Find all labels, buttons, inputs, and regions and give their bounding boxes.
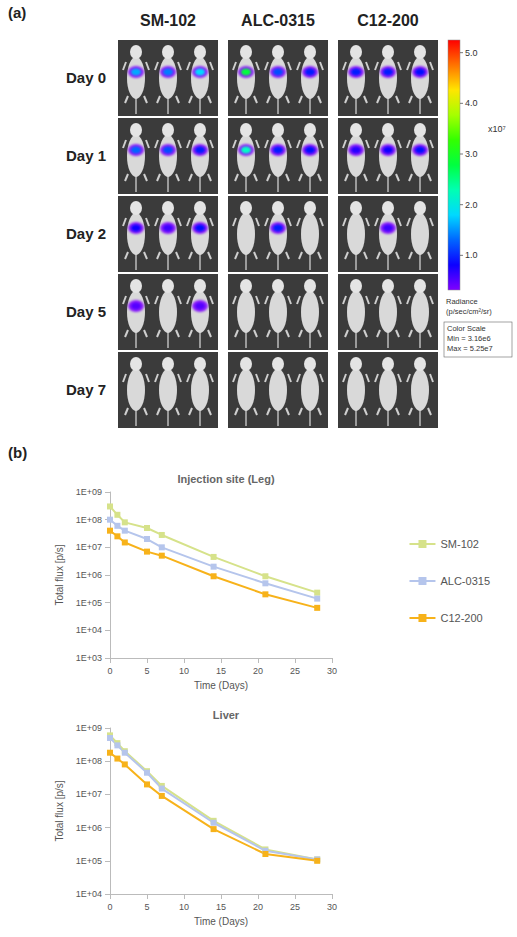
svg-text:x10⁷: x10⁷ (488, 124, 506, 134)
svg-text:1E+07: 1E+07 (76, 542, 102, 552)
svg-text:5: 5 (144, 902, 149, 912)
svg-text:1E+09: 1E+09 (76, 723, 102, 733)
svg-text:1E+05: 1E+05 (76, 856, 102, 866)
svg-text:1.0: 1.0 (465, 250, 478, 260)
svg-text:30: 30 (327, 666, 337, 676)
svg-text:Total flux [p/s]: Total flux [p/s] (54, 544, 65, 605)
svg-text:5: 5 (144, 666, 149, 676)
svg-text:Total flux [p/s]: Total flux [p/s] (54, 780, 65, 841)
svg-text:Day 1: Day 1 (66, 147, 106, 164)
svg-text:Day 5: Day 5 (66, 303, 106, 320)
svg-text:3.0: 3.0 (465, 149, 478, 159)
svg-text:Time (Days): Time (Days) (194, 680, 248, 691)
svg-text:Liver: Liver (213, 709, 240, 721)
svg-text:C12-200: C12-200 (357, 12, 418, 29)
svg-text:ALC-0315: ALC-0315 (241, 12, 315, 29)
svg-text:1E+04: 1E+04 (76, 889, 102, 899)
svg-text:25: 25 (290, 666, 300, 676)
svg-text:SM-102: SM-102 (140, 12, 196, 29)
svg-text:0: 0 (107, 666, 112, 676)
svg-text:Color Scale: Color Scale (447, 324, 486, 333)
svg-text:4.0: 4.0 (465, 98, 478, 108)
svg-text:SM-102: SM-102 (440, 538, 479, 550)
svg-text:C12-200: C12-200 (440, 612, 482, 624)
svg-text:Time (Days): Time (Days) (194, 916, 248, 927)
svg-text:1E+03: 1E+03 (76, 653, 102, 663)
svg-text:Injection site (Leg): Injection site (Leg) (177, 473, 275, 485)
svg-text:10: 10 (179, 902, 189, 912)
svg-text:Day 2: Day 2 (66, 225, 106, 242)
svg-text:1E+06: 1E+06 (76, 823, 102, 833)
svg-text:Day 0: Day 0 (66, 69, 106, 86)
svg-text:20: 20 (253, 902, 263, 912)
svg-text:30: 30 (327, 902, 337, 912)
svg-text:25: 25 (290, 902, 300, 912)
svg-text:Max = 5.25e7: Max = 5.25e7 (447, 344, 493, 353)
svg-text:5.0: 5.0 (465, 48, 478, 58)
html-text:(b): (b) (8, 444, 28, 461)
svg-text:0: 0 (107, 902, 112, 912)
svg-text:Radiance: Radiance (446, 297, 478, 306)
svg-text:(p/sec/cm²/sr): (p/sec/cm²/sr) (446, 307, 492, 316)
svg-text:1E+05: 1E+05 (76, 598, 102, 608)
svg-text:1E+09: 1E+09 (76, 487, 102, 497)
svg-text:ALC-0315: ALC-0315 (440, 575, 490, 587)
svg-text:1E+08: 1E+08 (76, 515, 102, 525)
svg-text:15: 15 (216, 666, 226, 676)
svg-text:15: 15 (216, 902, 226, 912)
svg-text:2.0: 2.0 (465, 200, 478, 210)
svg-text:(a): (a) (8, 4, 26, 21)
svg-text:1E+08: 1E+08 (76, 756, 102, 766)
svg-text:1E+07: 1E+07 (76, 789, 102, 799)
svg-text:Min = 3.16e6: Min = 3.16e6 (447, 334, 491, 343)
svg-text:20: 20 (253, 666, 263, 676)
svg-text:1E+06: 1E+06 (76, 570, 102, 580)
svg-text:Day 7: Day 7 (66, 381, 106, 398)
svg-text:10: 10 (179, 666, 189, 676)
svg-text:1E+04: 1E+04 (76, 625, 102, 635)
